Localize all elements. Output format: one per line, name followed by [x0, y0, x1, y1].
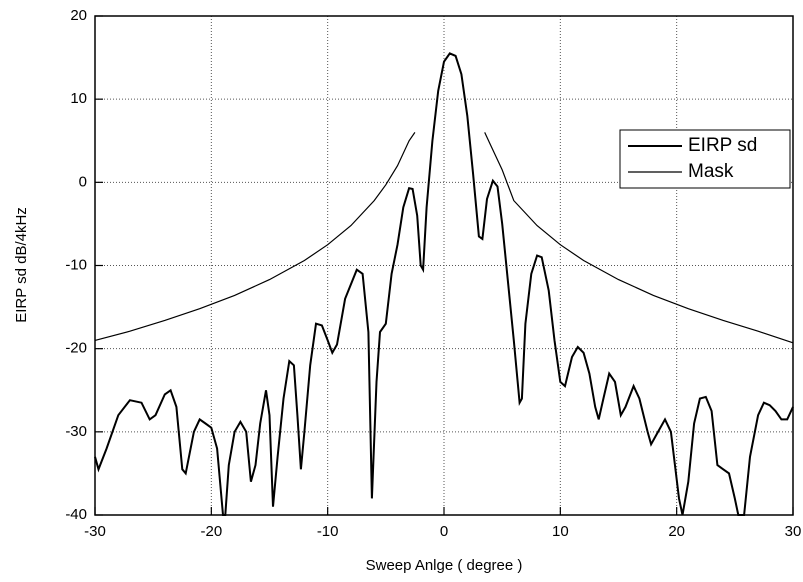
y-tick-label: -10 [65, 256, 87, 273]
series-line [94, 132, 794, 344]
x-axis-label: Sweep Anlge ( degree ) [366, 557, 523, 574]
x-tick-label: 30 [785, 523, 802, 540]
legend-label: EIRP sd [688, 135, 757, 156]
plot-frame [94, 15, 794, 516]
series-line [94, 52, 794, 516]
x-tick-label: -20 [200, 523, 222, 540]
x-tick-label: 0 [440, 523, 448, 540]
y-tick-label: -40 [65, 506, 87, 523]
y-tick-label: 10 [70, 90, 87, 107]
legend-box [619, 129, 791, 189]
x-tick-label: -10 [317, 523, 339, 540]
y-axis-label: EIRP sd dB/4kHz [13, 207, 30, 323]
legend-label: Mask [688, 161, 734, 182]
x-tick-label: -30 [84, 523, 106, 540]
y-tick-label: -20 [65, 340, 87, 357]
y-tick-label: -30 [65, 423, 87, 440]
x-tick-label: 10 [552, 523, 569, 540]
y-tick-label: 20 [70, 7, 87, 24]
x-tick-label: 20 [668, 523, 685, 540]
y-tick-label: 0 [79, 173, 87, 190]
